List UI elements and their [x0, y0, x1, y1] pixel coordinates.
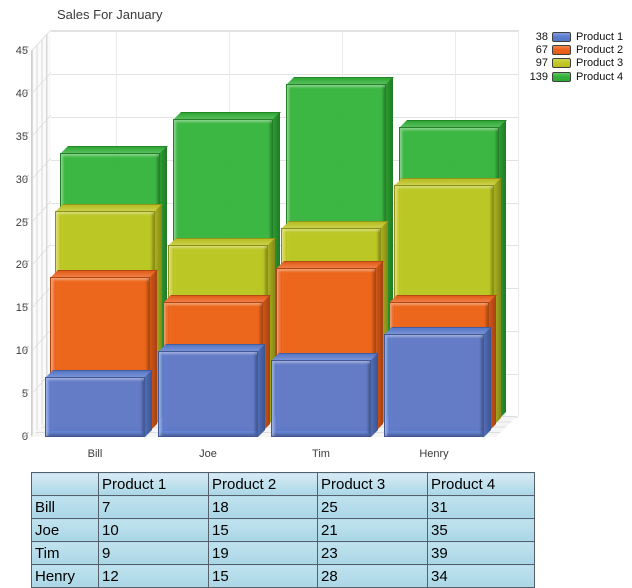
table-cell: 34	[427, 564, 535, 588]
gridline	[50, 159, 518, 161]
table-cell: 18	[208, 495, 318, 519]
gridline	[50, 73, 518, 75]
table-cell: 23	[317, 541, 428, 565]
bar-front-face	[158, 351, 258, 437]
bar-side-face	[484, 327, 491, 437]
gridline	[50, 116, 518, 118]
bar-product-1-tim	[271, 352, 379, 437]
legend-series-name: Product 3	[576, 57, 624, 70]
x-axis-label-joe: Joe	[199, 448, 217, 460]
table-cell: 15	[208, 564, 318, 588]
table-header-cell: Product 1	[98, 472, 209, 496]
legend-item: 67 Product 2	[518, 43, 623, 56]
table-cell: Tim	[31, 541, 99, 565]
gridline	[50, 31, 518, 32]
x-axis-label-henry: Henry	[419, 448, 449, 460]
table-cell: 35	[427, 518, 535, 542]
x-axis-label-bill: Bill	[87, 448, 103, 460]
legend-series-total: 38	[535, 30, 548, 43]
table-row: Tim 9 19 23 39	[31, 541, 535, 565]
table-cell: 31	[427, 495, 535, 519]
table-cell: 39	[427, 541, 535, 565]
table-cell: 15	[208, 518, 318, 542]
bar-side-face	[145, 369, 152, 437]
legend: 38 Product 1 67 Product 2 97 Product 3 139 Prod…	[518, 30, 623, 84]
legend-color-swatch	[552, 31, 571, 42]
legend-item: 38 Product 1	[518, 30, 623, 43]
y-axis-label: 5	[21, 388, 28, 401]
legend-series-total: 139	[529, 70, 548, 83]
bar-product-1-bill	[45, 369, 153, 437]
legend-series-total: 97	[535, 57, 548, 70]
table-cell: 19	[208, 541, 318, 565]
legend-series-total: 67	[535, 44, 548, 57]
bar-side-face	[258, 344, 265, 437]
table-row: Bill 7 18 25 31	[31, 495, 535, 519]
table-header-cell: Product 2	[208, 472, 318, 496]
table-cell: Joe	[31, 518, 99, 542]
bar-front-face	[384, 334, 484, 437]
table-header-cell: Product 4	[427, 472, 535, 496]
x-axis-label-tim: Tim	[312, 448, 330, 460]
table-cell: 10	[98, 518, 209, 542]
legend-series-name: Product 4	[576, 70, 624, 83]
table-cell: 28	[317, 564, 428, 588]
table-row: Henry 12 15 28 34	[31, 564, 535, 588]
table-cell: Bill	[31, 495, 99, 519]
table-row: Joe 10 15 21 35	[31, 518, 535, 542]
table-cell: 25	[317, 495, 428, 519]
legend-series-name: Product 2	[576, 44, 624, 57]
table-header-row: Product 1 Product 2 Product 3 Product 4	[31, 472, 535, 496]
table-header-cell	[31, 472, 99, 496]
bar-front-face	[45, 376, 145, 437]
legend-item: 97 Product 3	[518, 57, 623, 70]
legend-color-swatch	[552, 45, 571, 56]
bar-front-face	[271, 359, 371, 437]
legend-color-swatch	[552, 58, 571, 69]
table-cell: 12	[98, 564, 209, 588]
legend-item: 139 Product 4	[518, 70, 623, 83]
table-cell: 9	[98, 541, 209, 565]
table-cell: Henry	[31, 564, 99, 588]
table-cell: 7	[98, 495, 209, 519]
gridline	[50, 202, 518, 204]
legend-color-swatch	[552, 71, 571, 82]
chart-title: Sales For January	[57, 7, 163, 22]
data-table: Product 1 Product 2 Product 3 Product 4 Bill…	[31, 472, 535, 588]
table-cell: 21	[317, 518, 428, 542]
bar-product-1-henry	[384, 327, 492, 437]
y-axis-label: 0	[21, 431, 28, 443]
chart: Sales For January 051015202530354045Bill…	[16, 7, 623, 460]
legend-series-name: Product 1	[576, 30, 624, 43]
bar-side-face	[371, 352, 378, 437]
table-header-cell: Product 3	[317, 472, 428, 496]
bar-product-1-joe	[158, 344, 266, 437]
